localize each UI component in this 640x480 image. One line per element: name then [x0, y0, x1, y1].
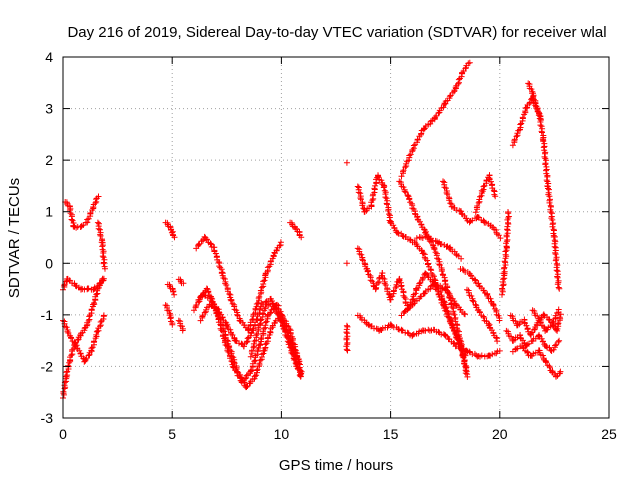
x-axis-label: GPS time / hours [279, 457, 393, 474]
axis-ticks: 0 5 10 15 20 25 -3 -2 -1 0 1 2 3 4 [41, 49, 617, 442]
series-marks [499, 209, 512, 298]
x-tick-label: 15 [383, 426, 399, 442]
series-w3 [343, 322, 351, 354]
series-marks [343, 260, 350, 267]
series-marks [164, 281, 178, 298]
series-marks [529, 306, 562, 334]
y-tick-label: 3 [45, 101, 53, 117]
y-tick-label: 4 [45, 49, 53, 65]
y-tick-label: -2 [41, 358, 54, 374]
series-marks [343, 322, 351, 354]
y-axis-label: SDTVAR / TECUs [6, 178, 23, 298]
series-t2c [162, 302, 176, 328]
series-marks [193, 233, 284, 334]
plot-frame [62, 56, 610, 419]
x-tick-label: 25 [601, 426, 617, 442]
series-marks [175, 276, 187, 287]
series-marks [354, 312, 503, 360]
series-s11 [464, 286, 501, 345]
series-t2a [162, 219, 178, 241]
series-marks [457, 266, 503, 324]
series-e4 [503, 327, 563, 354]
x-tick-label: 0 [59, 426, 67, 442]
series-m1 [193, 233, 284, 334]
x-tick-label: 20 [492, 426, 508, 442]
series-marks [94, 219, 108, 272]
series-m5 [247, 301, 305, 380]
series-e1 [499, 209, 512, 298]
data-points [60, 59, 564, 401]
series-s8 [440, 178, 504, 242]
series-marks [503, 327, 563, 354]
series-t1d [62, 193, 102, 231]
series-t1e [94, 219, 108, 272]
series-marks [525, 80, 544, 122]
series-w2 [343, 260, 350, 267]
series-s5 [398, 280, 468, 319]
y-tick-label: 1 [45, 204, 53, 220]
series-marks [162, 219, 178, 241]
chart-title: Day 216 of 2019, Sidereal Day-to-day VTE… [67, 24, 606, 41]
series-e7 [529, 306, 562, 334]
series-t2b [164, 281, 178, 298]
series-marks [398, 59, 473, 180]
series-marks [413, 233, 465, 262]
grid-lines [63, 57, 609, 418]
series-marks [343, 159, 350, 166]
y-tick-label: 0 [45, 255, 53, 271]
series-e6 [509, 343, 564, 380]
series-m6 [287, 219, 305, 241]
series-marks [175, 317, 186, 334]
series-marks [62, 193, 102, 231]
series-s3 [354, 312, 503, 360]
series-marks [509, 343, 564, 380]
series-s9 [457, 266, 503, 324]
series-marks [440, 178, 504, 242]
series-s6 [398, 59, 473, 180]
series-s7 [413, 233, 465, 262]
series-w1 [343, 159, 350, 166]
series-marks [464, 286, 501, 345]
y-tick-label: -3 [41, 410, 54, 426]
series-marks [162, 302, 176, 328]
x-tick-label: 10 [274, 426, 290, 442]
x-tick-label: 5 [168, 426, 176, 442]
series-s10 [472, 172, 499, 216]
series-marks [472, 172, 499, 216]
series-marks [287, 219, 305, 241]
series-e3 [525, 80, 544, 122]
series-marks [398, 280, 468, 319]
y-tick-label: -1 [41, 307, 54, 323]
series-t2d [175, 276, 187, 287]
series-marks [247, 301, 305, 380]
y-tick-label: 2 [45, 152, 53, 168]
series-t2e [175, 317, 186, 334]
